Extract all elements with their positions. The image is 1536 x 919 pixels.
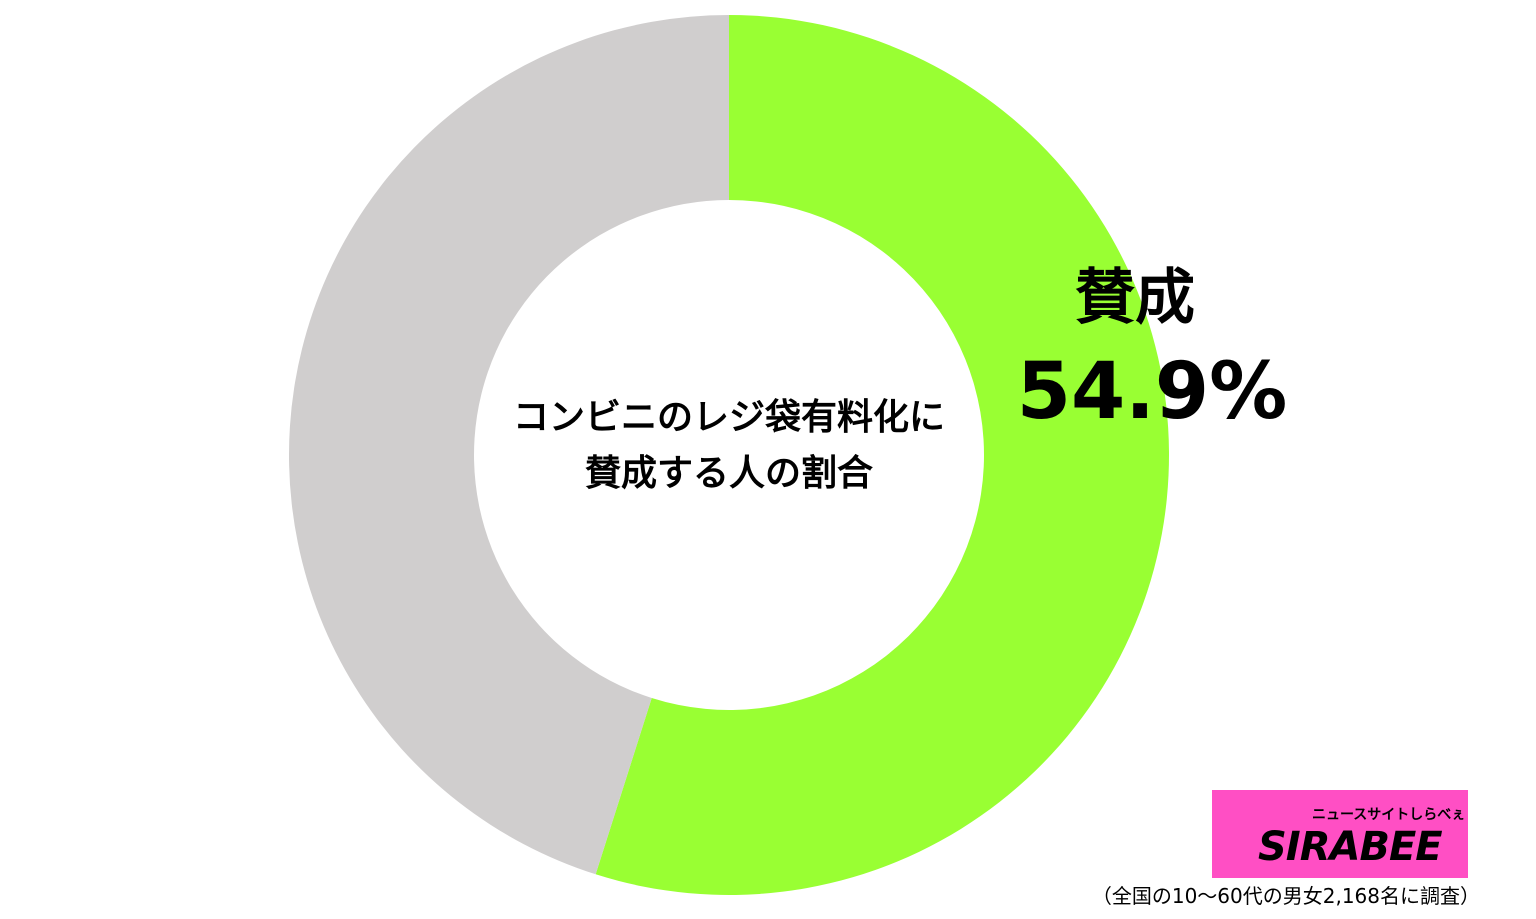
logo-subtitle: ニュースサイトしらべぇ [1312, 807, 1466, 823]
donut-slice [595, 15, 1170, 896]
slice-label: 賛成 [1075, 263, 1195, 333]
donut-slice [289, 15, 729, 875]
logo-text: SIRABEE [1258, 824, 1443, 870]
value-label: 54.9% [1017, 347, 1288, 437]
chart-title: コンビニのレジ袋有料化に 賛成する人の割合 [512, 397, 945, 494]
note: （全国の10〜60代の男女2,168名に調査） [1091, 884, 1480, 908]
logo: ニュースサイトしらべぇ SIRABEE [1212, 790, 1468, 878]
